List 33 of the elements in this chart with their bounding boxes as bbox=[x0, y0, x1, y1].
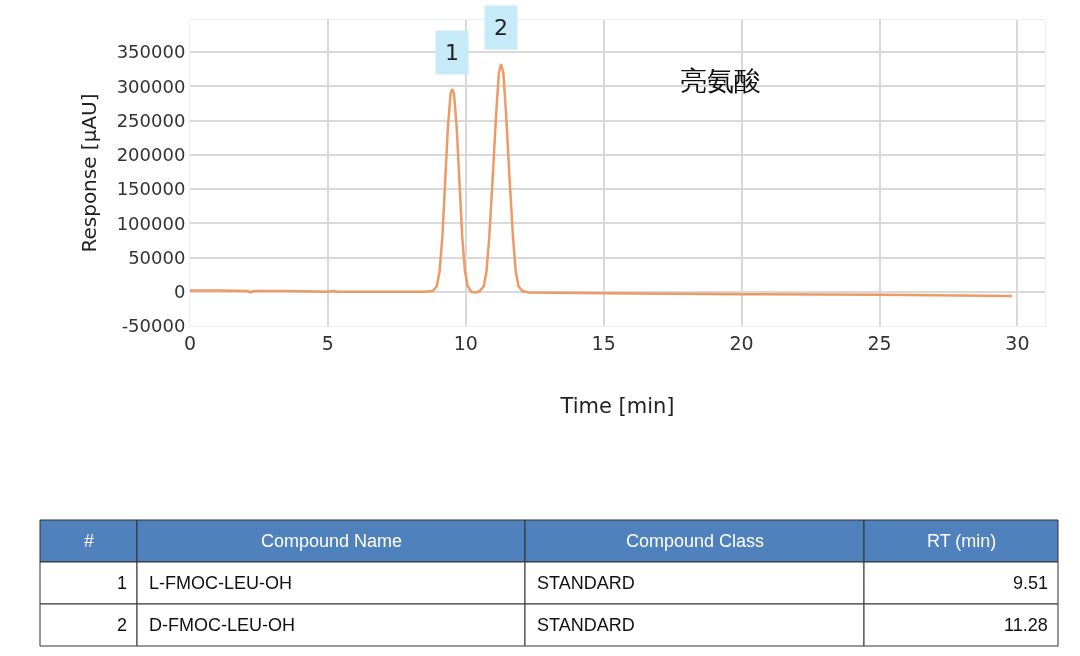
x-tick-label: 10 bbox=[453, 331, 478, 354]
text: 11.28 bbox=[1004, 615, 1048, 635]
annotation: 2 bbox=[494, 15, 508, 40]
text: STANDARD bbox=[537, 573, 635, 593]
x-tick-label: 25 bbox=[867, 331, 892, 354]
y-tick-label: 150000 bbox=[116, 178, 186, 200]
text: L-FMOC-LEU-OH bbox=[149, 573, 292, 593]
y-tick-label: 50000 bbox=[128, 246, 186, 268]
text: 亮氨酸 bbox=[680, 65, 761, 96]
text: RT (min) bbox=[927, 531, 997, 551]
y-tick-label: 0 bbox=[173, 281, 186, 303]
text: # bbox=[84, 531, 95, 551]
text: 2 bbox=[117, 615, 128, 635]
y-tick-label: 100000 bbox=[116, 212, 186, 234]
line-series bbox=[190, 62, 1014, 298]
x-tick-label: 20 bbox=[729, 331, 754, 354]
x-tick-label: 30 bbox=[1005, 331, 1030, 354]
text: 9.51 bbox=[1013, 573, 1049, 593]
y-tick-label: 350000 bbox=[116, 41, 186, 63]
y-tick-label: 250000 bbox=[116, 109, 186, 131]
y-axis-title: Response [µAU] bbox=[77, 93, 102, 253]
text: D-FMOC-LEU-OH bbox=[149, 615, 295, 635]
x-tick-label: 15 bbox=[591, 331, 616, 354]
x-axis-title: Time [min] bbox=[559, 394, 675, 418]
y-tick-label: 200000 bbox=[116, 144, 186, 166]
x-tick-label: 5 bbox=[321, 331, 334, 354]
text: 1 bbox=[117, 573, 128, 593]
text: Compound Name bbox=[261, 531, 403, 551]
text: Compound Class bbox=[626, 531, 765, 551]
text: STANDARD bbox=[537, 615, 635, 635]
annotation: 1 bbox=[445, 40, 459, 65]
y-tick-label: -50000 bbox=[121, 315, 186, 337]
y-tick-label: 300000 bbox=[116, 75, 186, 97]
